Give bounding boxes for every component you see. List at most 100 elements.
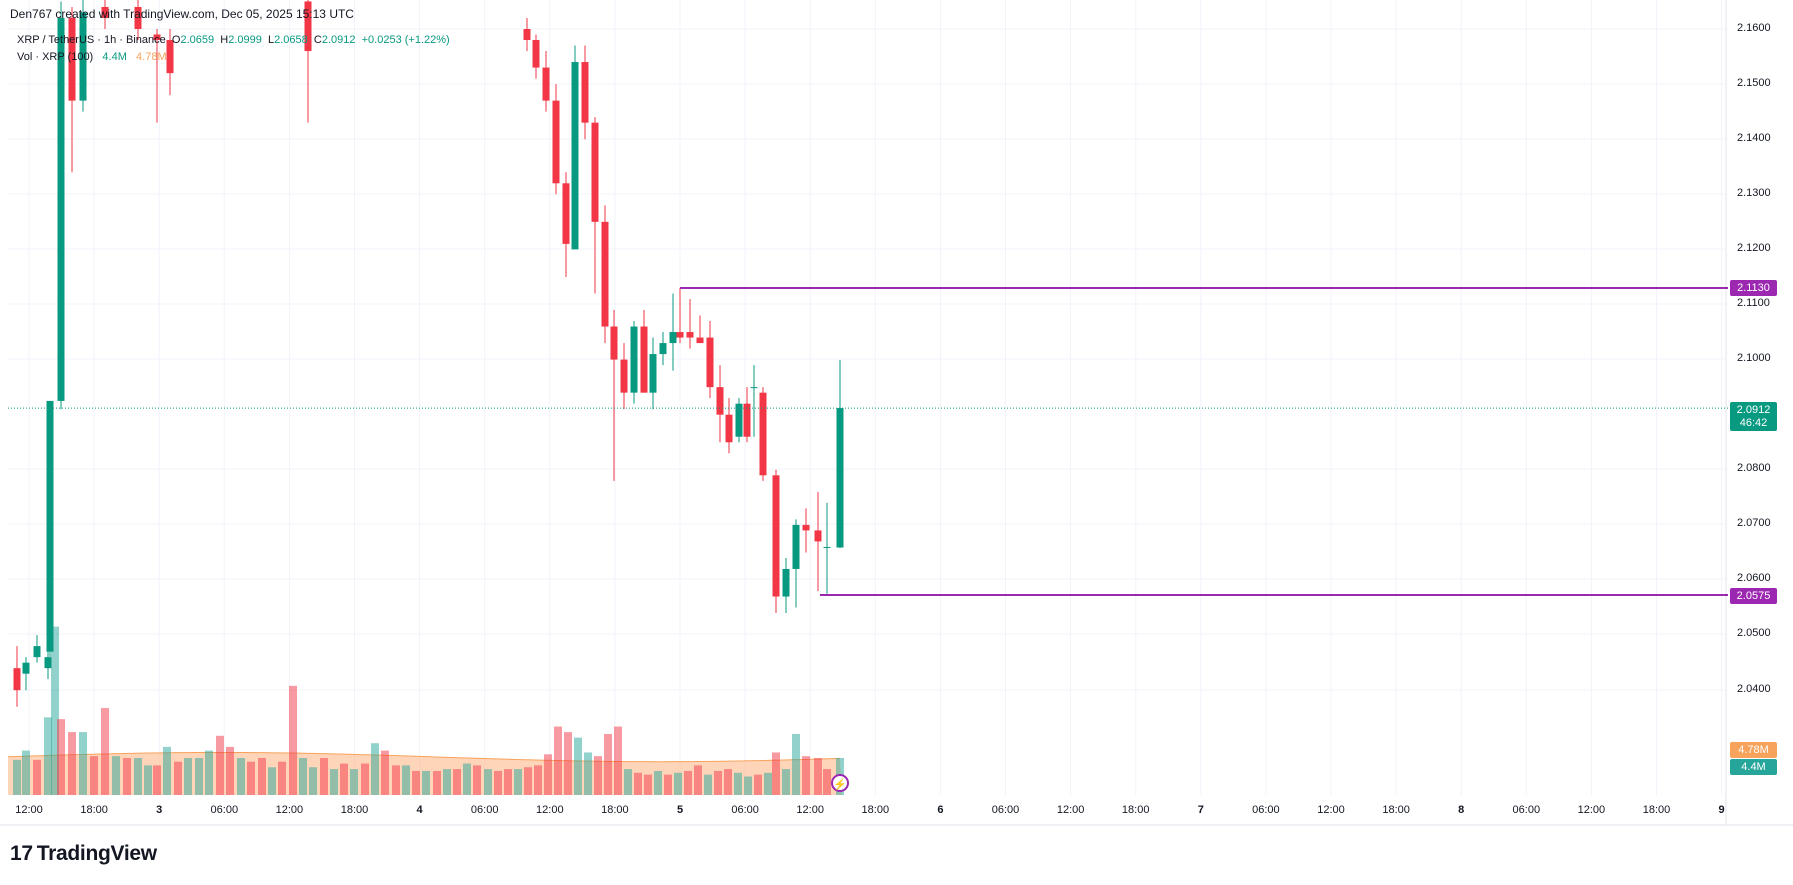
volume-bar [392,765,400,795]
candle-down [101,6,109,18]
level-high-badge: 2.1130 [1730,280,1777,296]
volume-bar [57,719,65,795]
price-tick-label: 2.1300 [1737,187,1771,199]
candle-up [669,332,677,344]
volume-bar [574,737,582,795]
volume-bar [340,763,348,795]
time-tick-label: 9 [1718,804,1725,816]
high-label: H [220,34,229,46]
time-tick-label: 12:00 [536,804,564,816]
candle-up [571,62,579,250]
candle-down [166,40,174,74]
price-tick-label: 2.1600 [1737,22,1771,34]
volume-bar [101,708,109,795]
candle-down [153,34,161,41]
volume-bar [772,752,780,795]
open-label: O [171,34,181,46]
candle-up [792,524,800,569]
level-low-badge: 2.0575 [1730,588,1777,604]
candle-down [581,62,589,123]
candle-down [759,392,767,476]
candle-down [591,122,599,222]
time-tick-label: 18:00 [340,804,369,816]
volume-bar [704,774,712,795]
time-tick-label: 06:00 [1252,804,1280,816]
candle-down [523,29,531,41]
volume-bar [412,770,420,795]
lightning-icon[interactable]: ⚡ [831,774,849,792]
candle-down [610,326,618,360]
volume-bar [443,769,451,795]
candle-down [640,326,648,393]
volume-bar [524,767,532,795]
volume-bar [299,758,307,795]
countdown-badge: 46:42 [1730,415,1777,431]
candle-down [620,359,628,393]
candle-up [823,546,831,548]
volume-bar [494,770,502,795]
volume-bar [734,772,742,795]
price-tick-label: 2.1200 [1737,242,1771,254]
price-tick-label: 2.1400 [1737,132,1771,144]
brand-name: TradingView [36,842,157,865]
candle-down [304,1,312,52]
volume-bar [226,746,234,795]
time-tick-label: 18:00 [80,804,108,816]
candle-down [686,332,694,338]
close-label: C [313,34,322,46]
time-tick-label: 5 [676,804,684,816]
volume-bar [584,752,592,795]
candle-down [725,414,733,443]
time-tick-label: 4 [416,804,423,816]
time-tick-label: 6 [937,804,944,816]
volume-bar [823,769,831,795]
candle-up [649,354,657,393]
volume-bars [7,626,844,795]
time-tick-label: 06:00 [210,804,239,816]
volume-bar [237,758,245,795]
candle-down [562,183,570,244]
volume-bar [453,769,461,795]
chart-grid [0,0,1793,826]
time-tick-label: 3 [156,804,163,816]
chart-credit: Den767 created with TradingView.com, Dec… [10,7,354,21]
volume-bar [289,685,297,795]
candle-up [735,403,743,437]
volume-bar [514,769,522,795]
volume-bar [371,743,379,795]
volume-bar [624,769,632,795]
volume-bar [247,761,255,795]
volume-label[interactable]: Vol · XRP (100) [17,51,94,63]
volume-bar [564,732,572,795]
time-tick-label: 12:00 [1577,804,1606,816]
volume-bar [674,772,682,795]
candle-down [676,332,684,338]
time-tick-label: 18:00 [861,804,890,816]
volume-bar [44,717,52,795]
candle-down [716,387,724,415]
close-value: 2.0912 [321,34,356,46]
candle-up [57,17,65,401]
volume-bar [153,765,161,795]
low-value: 2.0658 [274,34,308,46]
volume-bar [258,758,266,795]
candle-down [13,668,21,691]
candle-down [532,40,540,68]
volume-bar [144,765,152,795]
candles [13,0,844,707]
low-label: L [267,34,275,46]
time-tick-label: 12:00 [15,804,43,816]
volume-bar [123,758,131,795]
candle-up [22,662,30,674]
volume-bar [422,770,430,795]
price-tick-label: 2.0400 [1737,683,1771,695]
candle-up [659,343,667,355]
volume-badge: 4.4M [1730,759,1777,775]
volume-bar [13,759,21,795]
time-tick-label: 12:00 [1317,804,1345,816]
symbol-label[interactable]: XRP / TetherUS · 1h · Binance [17,34,166,46]
time-tick-label: 12:00 [1056,804,1085,816]
candle-up [79,12,87,101]
volume-bar [163,746,171,795]
